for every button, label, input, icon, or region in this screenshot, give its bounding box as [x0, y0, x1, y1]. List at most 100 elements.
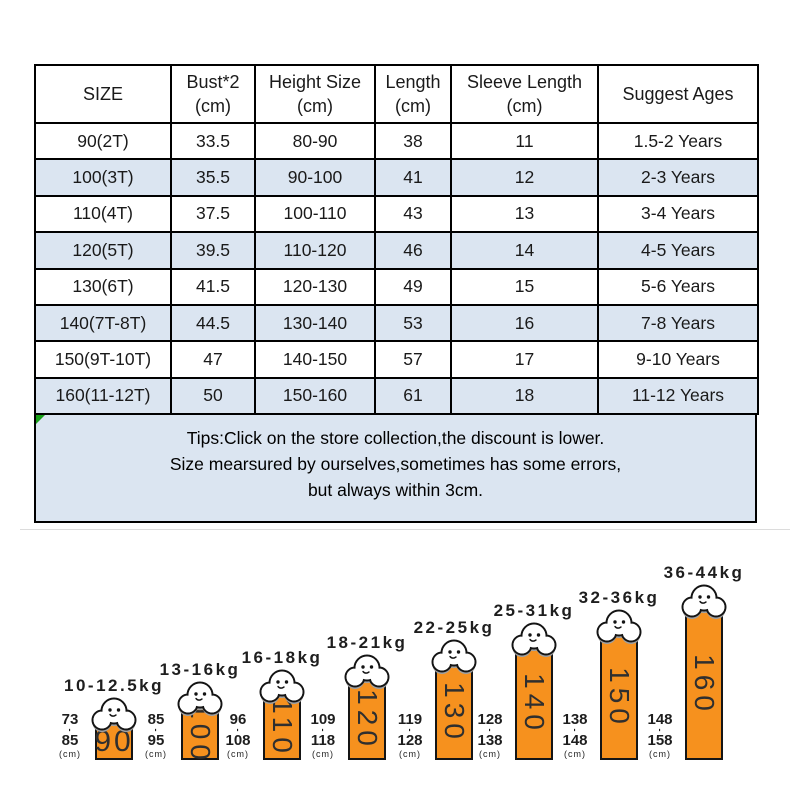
table-cell: 47: [170, 340, 256, 379]
height-range-label: 85 - 95 (cm): [135, 712, 177, 760]
table-row: 110(4T) 37.5 100-110 43 13 3-4 Years: [34, 194, 759, 234]
range-dash: -: [485, 728, 495, 732]
cloud-face-icon: [511, 622, 557, 658]
size-figure-140: 128 - 138 (cm) 25-31kg 140: [469, 601, 572, 760]
size-figure-90: 73 - 85 (cm) 10-12.5kg 90: [49, 676, 162, 760]
size-bar: 140: [515, 648, 553, 760]
height-range-label: 138 - 148 (cm): [554, 712, 596, 760]
size-figure-160: 148 - 158 (cm) 36-44kg 160: [639, 563, 742, 760]
table-cell: 39.5: [170, 231, 256, 270]
table-cell: 120-130: [254, 267, 376, 306]
table-cell: 150-160: [254, 376, 376, 416]
size-figure-110: 96 - 108 (cm) 16-18kg 110: [217, 648, 320, 760]
cm-unit-label: (cm): [312, 749, 334, 759]
table-cell: 50: [170, 376, 256, 416]
size-bar: 130: [435, 665, 473, 760]
range-dash: -: [318, 728, 328, 732]
table-cell: 13: [450, 194, 599, 234]
weight-range-label: 25-31kg: [493, 601, 575, 620]
col-header-bust: Bust*2 (cm): [170, 64, 256, 124]
size-figure-130: 119 - 128 (cm) 22-25kg 130: [389, 618, 492, 760]
table-row: 140(7T-8T) 44.5 130-140 53 16 7-8 Years: [34, 303, 759, 343]
table-cell: 160(11-12T): [34, 376, 172, 416]
cm-unit-label: (cm): [564, 749, 586, 759]
size-figure-150: 138 - 148 (cm) 32-36kg 150: [554, 588, 657, 760]
table-cell: 35.5: [170, 158, 256, 197]
cm-unit-label: (cm): [59, 749, 81, 759]
table-cell: 4-5 Years: [597, 231, 759, 270]
header-row: SIZE Bust*2 (cm) Height Size (cm) Length (c…: [34, 64, 759, 124]
range-dash: -: [65, 728, 75, 732]
table-cell: 14: [450, 231, 599, 270]
table-cell: 15: [450, 267, 599, 306]
table-cell: 2-3 Years: [597, 158, 759, 197]
col-header-height-size: Height Size (cm): [254, 64, 376, 124]
col-header-sleeve-length: Sleeve Length (cm): [450, 64, 599, 124]
table-cell: 80-90: [254, 121, 376, 161]
table-cell: 110(4T): [34, 194, 172, 234]
height-range-label: 148 - 158 (cm): [639, 712, 681, 760]
table-cell: 7-8 Years: [597, 303, 759, 343]
cloud-face-icon: [344, 654, 390, 690]
weight-range-label: 18-21kg: [326, 633, 408, 652]
height-range-label: 109 - 118 (cm): [302, 712, 344, 760]
size-figure-100: 85 - 95 (cm) 13-16kg 100: [135, 660, 238, 764]
table-cell: 18: [450, 376, 599, 416]
cloud-face-icon: [177, 681, 223, 717]
table-cell: 9-10 Years: [597, 340, 759, 379]
weight-range-label: 22-25kg: [413, 618, 495, 637]
table-cell: 3-4 Years: [597, 194, 759, 234]
table-row: 130(6T) 41.5 120-130 49 15 5-6 Years: [34, 267, 759, 306]
weight-range-label: 16-18kg: [241, 648, 323, 667]
table-cell: 130(6T): [34, 267, 172, 306]
table-cell: 38: [374, 121, 452, 161]
tips-line: but always within 3cm.: [307, 480, 484, 500]
table-cell: 41: [374, 158, 452, 197]
range-dash: -: [405, 728, 415, 732]
cm-unit-label: (cm): [399, 749, 421, 759]
range-dash: -: [233, 728, 243, 732]
weight-range-label: 32-36kg: [578, 588, 660, 607]
size-bar: 110: [263, 695, 301, 760]
table-cell: 43: [374, 194, 452, 234]
cm-unit-label: (cm): [145, 749, 167, 759]
cm-unit-label: (cm): [649, 749, 671, 759]
col-header-length: Length (cm): [374, 64, 452, 124]
table-cell: 57: [374, 340, 452, 379]
table-cell: 90-100: [254, 158, 376, 197]
cm-unit-label: (cm): [479, 749, 501, 759]
range-dash: -: [655, 728, 665, 732]
table-row: 90(2T) 33.5 80-90 38 11 1.5-2 Years: [34, 121, 759, 161]
table-row: 150(9T-10T) 47 140-150 57 17 9-10 Years: [34, 340, 759, 379]
weight-range-label: 13-16kg: [159, 660, 241, 679]
cloud-face-icon: [681, 584, 727, 620]
table-cell: 33.5: [170, 121, 256, 161]
size-bar: 160: [685, 610, 723, 760]
range-dash: -: [151, 728, 161, 732]
table-row: 160(11-12T) 50 150-160 61 18 11-12 Years: [34, 376, 759, 416]
table-cell: 44.5: [170, 303, 256, 343]
table-cell: 100-110: [254, 194, 376, 234]
height-range-label: 73 - 85 (cm): [49, 712, 91, 760]
table-cell: 61: [374, 376, 452, 416]
height-range-label: 119 - 128 (cm): [389, 712, 431, 760]
height-range-label: 128 - 138 (cm): [469, 712, 511, 760]
cloud-face-icon: [91, 697, 137, 733]
table-cell: 46: [374, 231, 452, 270]
col-header-suggest-ages: Suggest Ages: [597, 64, 759, 124]
table-row: 100(3T) 35.5 90-100 41 12 2-3 Years: [34, 158, 759, 197]
table-cell: 11: [450, 121, 599, 161]
table-cell: 11-12 Years: [597, 376, 759, 416]
green-corner-marker-icon: [36, 415, 45, 424]
size-figure-120: 109 - 118 (cm) 18-21kg 120: [302, 633, 405, 760]
sheet-gridline: [20, 529, 790, 530]
table-cell: 140-150: [254, 340, 376, 379]
table-cell: 5-6 Years: [597, 267, 759, 306]
table-cell: 130-140: [254, 303, 376, 343]
table-cell: 41.5: [170, 267, 256, 306]
table-cell: 12: [450, 158, 599, 197]
table-cell: 53: [374, 303, 452, 343]
table-cell: 100(3T): [34, 158, 172, 197]
table-cell: 37.5: [170, 194, 256, 234]
